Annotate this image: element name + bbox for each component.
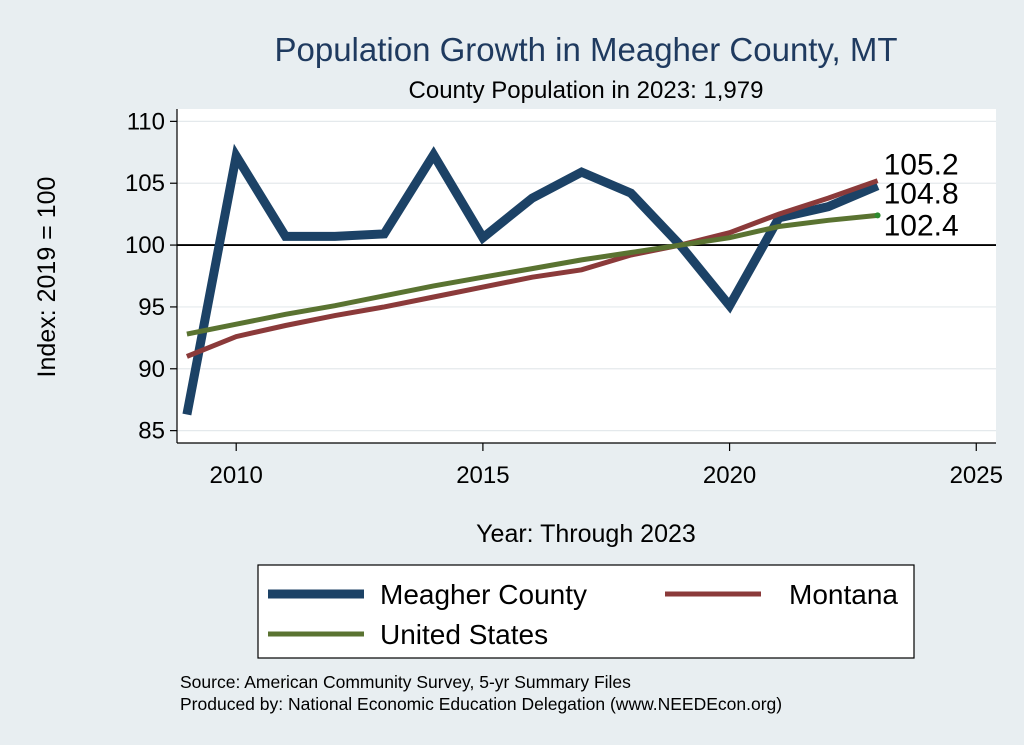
series-line-meagher-county [182,143,880,416]
x-axis-label: Year: Through 2023 [476,520,696,548]
legend: Meagher County Montana United States [268,579,898,650]
end-label-meagher-county: 104.8 [884,178,959,211]
series-line-united-states [186,212,878,337]
x-tick-label-2015: 2015 [456,462,509,489]
y-axis-label: Index: 2019 = 100 [33,177,61,378]
plot-area [177,109,996,443]
legend-label-united-states: United States [380,619,548,650]
series-end-dot-united-states [874,212,881,219]
axes: 85 90 95 100 105 110 2010 2015 2020 2025 [125,108,1003,489]
chart-title: Population Growth in Meagher County, MT [274,31,897,68]
series-line-montana [185,178,879,359]
series-lines [182,143,881,416]
x-tick-label-2010: 2010 [210,462,263,489]
y-tick-label-85: 85 [138,418,165,445]
produced-by-note: Produced by: National Economic Education… [180,694,782,714]
legend-label-meagher-county: Meagher County [380,579,587,610]
x-tick-label-2020: 2020 [703,462,756,489]
y-tick-label-105: 105 [125,170,165,197]
end-label-united-states: 102.4 [884,209,959,242]
y-tick-label-110: 110 [127,108,165,135]
x-tick-label-2025: 2025 [950,462,1003,489]
y-tick-label-90: 90 [138,356,165,383]
source-note: Source: American Community Survey, 5-yr … [180,672,631,692]
y-tick-label-95: 95 [138,294,165,321]
chart-subtitle: County Population in 2023: 1,979 [409,77,764,104]
legend-box [257,564,915,659]
y-tick-label-100: 100 [125,232,165,259]
end-label-montana: 105.2 [884,149,959,182]
legend-label-montana: Montana [789,579,898,610]
